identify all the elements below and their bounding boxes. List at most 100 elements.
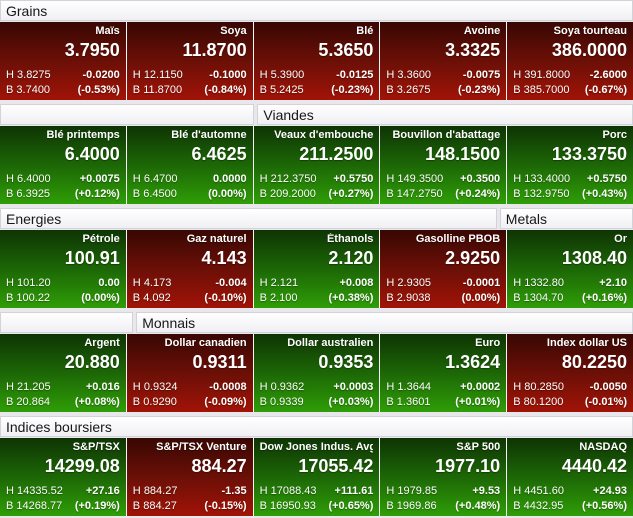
row-monnais: Monnais Argent 20.880 H 21.205 +0.016 B … (0, 312, 633, 412)
low-value: B 100.22 (6, 292, 51, 304)
low-row: B 3.7400 (-0.53%) (6, 83, 120, 98)
high-row: H 1.3644 +0.0002 (386, 380, 500, 395)
last-price: 80.2250 (561, 352, 627, 372)
high-row: H 17088.43 +111.61 (260, 484, 374, 499)
high-value: H 0.9324 (132, 381, 178, 393)
tile-ble-automne[interactable]: Blé d'automne 6.4625 H 6.4700 0.0000 B 6… (126, 126, 253, 204)
low-value: B 0.9339 (259, 396, 304, 408)
high-value: H 12.1150 (132, 69, 183, 81)
instrument-name: Veaux d'embouche (274, 129, 374, 141)
tile-dollar-australien[interactable]: Dollar australien 0.9353 H 0.9362 +0.000… (253, 334, 380, 412)
percent-change: (+0.24%) (455, 188, 501, 200)
change-value: +24.93 (593, 485, 627, 497)
low-value: B 0.9290 (132, 396, 177, 408)
tile-or[interactable]: Or 1308.40 H 1332.80 +2.10 B 1304.70 (+0… (507, 230, 633, 308)
percent-change: (0.00%) (208, 188, 247, 200)
tiles-row: Maïs 3.7950 H 3.8275 -0.0200 B 3.7400 (-… (0, 22, 633, 100)
high-value: H 391.8000 (513, 69, 571, 81)
percent-change: (-0.53%) (77, 84, 120, 96)
last-price: 3.7950 (64, 40, 120, 60)
percent-change: (+0.12%) (74, 188, 120, 200)
tile-dollar-canadien[interactable]: Dollar canadien 0.9311 H 0.9324 -0.0008 … (126, 334, 253, 412)
instrument-name: Blé printemps (46, 129, 120, 141)
last-price: 11.8700 (182, 40, 247, 60)
section-header-metals: Metals (499, 208, 633, 229)
low-value: B 385.7000 (513, 84, 570, 96)
tile-mais[interactable]: Maïs 3.7950 H 3.8275 -0.0200 B 3.7400 (-… (0, 22, 126, 100)
tile-avoine[interactable]: Avoine 3.3325 H 3.3600 -0.0075 B 3.2675 … (380, 22, 507, 100)
change-value: -0.0075 (462, 69, 501, 81)
last-price: 14299.08 (44, 456, 120, 476)
percent-change: (+0.38%) (328, 292, 374, 304)
low-value: B 6.3925 (6, 188, 51, 200)
change-value: +111.61 (334, 485, 374, 497)
low-row: B 209.2000 (+0.27%) (260, 187, 374, 202)
percent-change: (+0.65%) (328, 500, 374, 512)
instrument-name: Porc (602, 129, 627, 141)
low-row: B 4432.95 (+0.56%) (513, 499, 627, 514)
tile-index-dollar-us[interactable]: Index dollar US 80.2250 H 80.2850 -0.005… (507, 334, 633, 412)
percent-change: (-0.67%) (584, 84, 627, 96)
change-value: 0.00 (98, 277, 120, 289)
last-price: 0.9311 (192, 352, 247, 372)
instrument-name: Soya (220, 25, 247, 37)
instrument-name: Blé d'automne (171, 129, 247, 141)
high-value: H 2.9305 (386, 277, 432, 289)
tile-bouvillon-abattage[interactable]: Bouvillon d'abattage 148.1500 H 149.3500… (380, 126, 507, 204)
last-price: 17055.42 (298, 456, 374, 476)
tile-sptsx-venture[interactable]: S&P/TSX Venture 884.27 H 884.27 -1.35 B … (126, 438, 253, 516)
change-value: +0.0002 (460, 381, 501, 393)
high-row: H 133.4000 +0.5750 (513, 172, 627, 187)
high-value: H 4.173 (132, 277, 172, 289)
high-row: H 14335.52 +27.16 (6, 484, 120, 499)
tile-porc[interactable]: Porc 133.3750 H 133.4000 +0.5750 B 132.9… (507, 126, 633, 204)
low-value: B 3.7400 (6, 84, 51, 96)
row-viandes: Viandes Blé printemps 6.4000 H 6.4000 +0… (0, 104, 633, 204)
tile-soya[interactable]: Soya 11.8700 H 12.1150 -0.1000 B 11.8700… (126, 22, 253, 100)
tile-nasdaq[interactable]: NASDAQ 4440.42 H 4451.60 +24.93 B 4432.9… (507, 438, 633, 516)
instrument-name: NASDAQ (579, 441, 627, 453)
tile-sp500[interactable]: S&P 500 1977.10 H 1979.85 +9.53 B 1969.8… (380, 438, 507, 516)
tile-sptsx[interactable]: S&P/TSX 14299.08 H 14335.52 +27.16 B 142… (0, 438, 126, 516)
high-row: H 0.9362 +0.0003 (260, 380, 374, 395)
tile-euro[interactable]: Euro 1.3624 H 1.3644 +0.0002 B 1.3601 (+… (380, 334, 507, 412)
instrument-name: Blé (356, 25, 374, 37)
low-value: B 147.2750 (386, 188, 443, 200)
tile-ble-printemps[interactable]: Blé printemps 6.4000 H 6.4000 +0.0075 B … (0, 126, 126, 204)
high-row: H 1332.80 +2.10 (513, 276, 627, 291)
tile-soya-tourteau[interactable]: Soya tourteau 386.0000 H 391.8000 -2.600… (507, 22, 633, 100)
instrument-name: Gaz naturel (186, 233, 247, 245)
tile-veaux-embouche[interactable]: Veaux d'embouche 211.2500 H 212.3750 +0.… (253, 126, 380, 204)
tile-ble[interactable]: Blé 5.3650 H 5.3900 -0.0125 B 5.2425 (-0… (253, 22, 380, 100)
row-indices-boursiers: Indices boursiers S&P/TSX 14299.08 H 143… (0, 416, 633, 516)
tile-petrole[interactable]: Pétrole 100.91 H 101.20 0.00 B 100.22 (0… (0, 230, 126, 308)
tile-argent[interactable]: Argent 20.880 H 21.205 +0.016 B 20.864 (… (0, 334, 126, 412)
high-value: H 101.20 (6, 277, 51, 289)
tile-gaz-naturel[interactable]: Gaz naturel 4.143 H 4.173 -0.004 B 4.092… (126, 230, 253, 308)
high-value: H 149.3500 (386, 173, 444, 185)
percent-change: (+0.56%) (582, 500, 627, 512)
low-value: B 4432.95 (513, 500, 564, 512)
low-row: B 11.8700 (-0.84%) (133, 83, 247, 98)
low-value: B 1304.70 (513, 292, 564, 304)
instrument-name: Dow Jones Indus. Avg. (259, 441, 374, 453)
section-header-viandes: Viandes (257, 104, 633, 125)
low-value: B 2.100 (259, 292, 298, 304)
last-price: 1977.10 (435, 456, 501, 476)
low-row: B 385.7000 (-0.67%) (513, 83, 627, 98)
low-row: B 6.3925 (+0.12%) (6, 187, 120, 202)
low-value: B 4.092 (132, 292, 171, 304)
change-value: +2.10 (599, 277, 627, 289)
low-row: B 100.22 (0.00%) (6, 291, 120, 306)
tile-gasolline-pbob[interactable]: Gasolline PBOB 2.9250 H 2.9305 -0.0001 B… (380, 230, 507, 308)
high-value: H 2.121 (259, 277, 299, 289)
instrument-name: S&P 500 (456, 441, 501, 453)
tile-ethanols[interactable]: Éthanols 2.120 H 2.121 +0.008 B 2.100 (+… (253, 230, 380, 308)
change-value: -2.6000 (589, 69, 627, 81)
section-header-energies: Energies (0, 208, 497, 229)
percent-change: (-0.23%) (331, 84, 374, 96)
percent-change: (-0.10%) (204, 292, 247, 304)
tile-dow-jones[interactable]: Dow Jones Indus. Avg. 17055.42 H 17088.4… (253, 438, 380, 516)
percent-change: (+0.01%) (455, 396, 501, 408)
